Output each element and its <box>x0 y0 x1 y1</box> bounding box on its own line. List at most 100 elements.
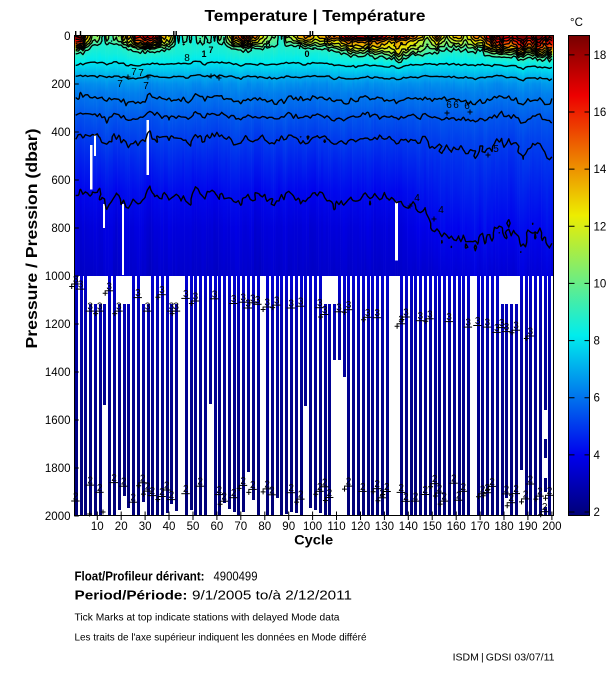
svg-text:3: 3 <box>336 302 342 313</box>
svg-text:3: 3 <box>106 281 112 292</box>
svg-text:0: 0 <box>64 31 70 43</box>
svg-text:200: 200 <box>542 521 561 533</box>
svg-text:150: 150 <box>423 521 442 533</box>
svg-text:3: 3 <box>264 298 270 309</box>
svg-text:2: 2 <box>269 485 275 496</box>
svg-text:3: 3 <box>504 322 510 333</box>
svg-text:6: 6 <box>453 100 459 111</box>
svg-text:8: 8 <box>594 336 600 348</box>
svg-text:2000: 2000 <box>45 511 71 523</box>
svg-text:3: 3 <box>513 321 519 332</box>
svg-text:8: 8 <box>265 39 270 49</box>
svg-text:3: 3 <box>528 327 534 338</box>
svg-text:3: 3 <box>250 293 256 304</box>
svg-text:3: 3 <box>87 302 93 313</box>
svg-text:2: 2 <box>528 475 534 486</box>
svg-text:3: 3 <box>135 288 141 299</box>
svg-text:Temperature | Température: Temperature | Température <box>205 8 426 25</box>
svg-text:3: 3 <box>97 302 103 313</box>
svg-text:180: 180 <box>494 521 513 533</box>
svg-text:1: 1 <box>349 39 354 49</box>
svg-text:3: 3 <box>78 280 84 291</box>
svg-text:0: 0 <box>323 36 328 46</box>
svg-text:14: 14 <box>594 164 607 176</box>
svg-text:2: 2 <box>221 492 227 503</box>
svg-text:80: 80 <box>258 521 271 533</box>
svg-text:1000: 1000 <box>45 271 71 283</box>
svg-text:2: 2 <box>461 482 467 493</box>
svg-text:3: 3 <box>231 294 237 305</box>
svg-text:3: 3 <box>418 311 424 322</box>
svg-text:140: 140 <box>399 521 418 533</box>
svg-text:130: 130 <box>375 521 394 533</box>
svg-text:2: 2 <box>489 477 495 488</box>
svg-text:3: 3 <box>288 299 294 310</box>
svg-text:190: 190 <box>518 521 537 533</box>
svg-text:3: 3 <box>485 318 491 329</box>
svg-text:3: 3 <box>116 302 122 313</box>
svg-text:3: 3 <box>73 275 79 286</box>
svg-text:2: 2 <box>403 492 409 503</box>
svg-text:100: 100 <box>303 521 322 533</box>
svg-text:1800: 1800 <box>45 463 71 475</box>
svg-text:8: 8 <box>184 53 190 64</box>
svg-text:3: 3 <box>145 302 151 313</box>
svg-text:7: 7 <box>297 41 302 51</box>
svg-text:Pressure / Pression (dbar): Pressure / Pression (dbar) <box>24 129 41 349</box>
svg-text:2: 2 <box>374 479 380 490</box>
svg-text:70: 70 <box>234 521 247 533</box>
svg-text:2: 2 <box>164 481 170 492</box>
svg-text:2: 2 <box>73 492 79 503</box>
svg-text:Les traits de l'axe supérieur: Les traits de l'axe supérieur indiquent … <box>75 633 367 644</box>
svg-text:9/1/2005 to/à 2/12/2011: 9/1/2005 to/à 2/12/2011 <box>192 589 352 603</box>
svg-text:3: 3 <box>298 297 304 308</box>
svg-text:2: 2 <box>97 483 103 494</box>
svg-text:2: 2 <box>456 491 462 502</box>
svg-text:2: 2 <box>217 485 223 496</box>
svg-text:2: 2 <box>87 476 93 487</box>
svg-text:18: 18 <box>594 50 607 62</box>
svg-text:2: 2 <box>537 487 543 498</box>
svg-text:7: 7 <box>208 45 213 55</box>
svg-text:2: 2 <box>264 479 270 490</box>
svg-text:2: 2 <box>288 483 294 494</box>
svg-text:200: 200 <box>51 79 70 91</box>
svg-text:3: 3 <box>240 293 246 304</box>
svg-text:2: 2 <box>504 484 510 495</box>
svg-text:12: 12 <box>594 221 607 233</box>
svg-text:3: 3 <box>183 289 189 300</box>
svg-text:400: 400 <box>51 127 70 139</box>
svg-text:30: 30 <box>139 521 152 533</box>
svg-text:2: 2 <box>513 484 519 495</box>
svg-text:3: 3 <box>317 298 323 309</box>
svg-text:Cycle: Cycle <box>294 532 333 548</box>
svg-text:40: 40 <box>163 521 176 533</box>
svg-text:3: 3 <box>494 323 500 334</box>
svg-text:2: 2 <box>547 486 553 497</box>
svg-text:3: 3 <box>173 302 179 313</box>
svg-text:2: 2 <box>398 483 404 494</box>
svg-text:Period/Période:: Period/Période: <box>75 588 188 603</box>
svg-text:2: 2 <box>437 484 443 495</box>
svg-text:2: 2 <box>111 473 117 484</box>
svg-text:ISDM | GDSI 03/07/11: ISDM | GDSI 03/07/11 <box>453 652 555 664</box>
svg-text:6: 6 <box>446 100 452 111</box>
svg-text:50: 50 <box>187 521 200 533</box>
svg-text:2: 2 <box>322 477 328 488</box>
svg-text:20: 20 <box>115 521 128 533</box>
svg-text:0: 0 <box>304 49 309 59</box>
svg-text:6: 6 <box>464 101 470 112</box>
svg-text:3: 3 <box>465 318 471 329</box>
svg-text:3: 3 <box>475 316 481 327</box>
svg-text:3: 3 <box>322 305 328 316</box>
svg-text:2: 2 <box>542 502 548 513</box>
svg-text:Tick Marks at top indicate sta: Tick Marks at top indicate stations with… <box>75 613 340 624</box>
svg-text:5: 5 <box>493 144 499 155</box>
svg-text:1200: 1200 <box>45 319 71 331</box>
svg-text:7: 7 <box>143 81 149 92</box>
svg-text:3: 3 <box>403 308 409 319</box>
svg-text:2: 2 <box>594 507 600 519</box>
svg-text:3: 3 <box>193 292 199 303</box>
svg-text:110: 110 <box>327 521 345 533</box>
svg-text:3: 3 <box>255 295 261 306</box>
